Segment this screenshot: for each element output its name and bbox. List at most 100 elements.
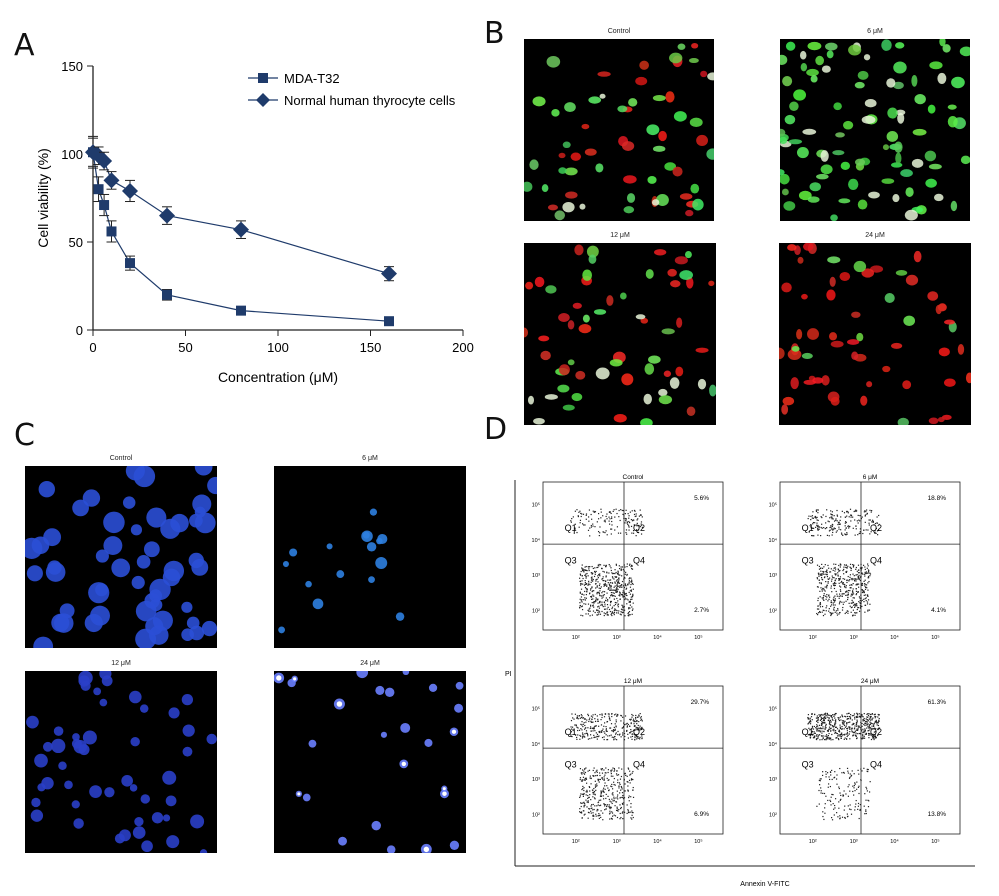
event-dot bbox=[617, 571, 619, 573]
nucleus bbox=[181, 601, 193, 613]
event-dot bbox=[611, 713, 613, 715]
nucleus bbox=[132, 826, 146, 839]
cell bbox=[942, 44, 951, 53]
event-dot bbox=[821, 724, 823, 726]
cell bbox=[827, 256, 841, 264]
event-dot bbox=[594, 713, 596, 716]
event-dot bbox=[828, 610, 830, 612]
event-dot bbox=[856, 520, 858, 522]
event-dot bbox=[828, 535, 830, 537]
cell bbox=[791, 345, 800, 352]
event-dot bbox=[830, 600, 832, 602]
event-dot bbox=[624, 723, 626, 726]
event-dot bbox=[865, 809, 867, 811]
event-dot bbox=[830, 513, 832, 515]
event-dot bbox=[850, 569, 852, 572]
cell bbox=[787, 244, 797, 251]
event-dot bbox=[836, 593, 838, 595]
cell bbox=[547, 204, 558, 211]
event-dot bbox=[605, 725, 607, 728]
event-dot bbox=[866, 594, 869, 596]
event-dot bbox=[629, 604, 631, 606]
event-dot bbox=[814, 522, 816, 524]
event-dot bbox=[868, 734, 870, 736]
event-dot bbox=[638, 515, 640, 517]
event-dot bbox=[591, 718, 593, 720]
event-dot bbox=[626, 574, 628, 576]
event-dot bbox=[596, 578, 598, 580]
event-dot bbox=[614, 728, 616, 730]
event-dot bbox=[833, 596, 835, 598]
cell bbox=[665, 91, 675, 103]
event-dot bbox=[637, 716, 639, 718]
event-dot bbox=[595, 815, 597, 817]
event-dot bbox=[823, 818, 825, 821]
event-dot bbox=[826, 605, 828, 607]
event-dot bbox=[834, 725, 836, 727]
event-dot bbox=[599, 590, 601, 592]
event-dot bbox=[607, 598, 609, 601]
event-dot bbox=[849, 514, 852, 516]
event-dot bbox=[586, 719, 588, 721]
event-dot bbox=[600, 791, 602, 793]
event-dot bbox=[583, 792, 585, 795]
event-dot bbox=[601, 592, 603, 594]
nucleus bbox=[278, 626, 286, 634]
event-dot bbox=[580, 802, 582, 804]
event-dot bbox=[855, 716, 858, 719]
cell bbox=[623, 175, 637, 184]
cell bbox=[557, 384, 570, 393]
event-dot bbox=[615, 591, 617, 593]
event-dot bbox=[605, 565, 607, 568]
event-dot bbox=[820, 583, 823, 585]
event-dot bbox=[868, 522, 870, 524]
nucleus bbox=[30, 809, 44, 822]
event-dot bbox=[839, 818, 841, 820]
cell bbox=[582, 314, 590, 323]
event-dot bbox=[634, 729, 636, 731]
event-dot bbox=[873, 731, 875, 733]
event-dot bbox=[817, 528, 819, 530]
event-dot bbox=[590, 807, 592, 810]
event-dot bbox=[581, 773, 583, 775]
event-dot bbox=[835, 732, 838, 734]
event-dot bbox=[581, 568, 583, 570]
event-dot bbox=[587, 727, 589, 729]
event-dot bbox=[839, 735, 842, 737]
cell bbox=[679, 270, 694, 280]
event-dot bbox=[833, 777, 835, 779]
event-dot bbox=[592, 796, 594, 798]
event-dot bbox=[849, 508, 852, 510]
event-dot bbox=[579, 574, 582, 576]
event-dot bbox=[583, 801, 585, 803]
event-dot bbox=[856, 715, 858, 717]
event-dot bbox=[604, 580, 607, 583]
event-dot bbox=[811, 725, 814, 728]
event-dot bbox=[610, 613, 612, 616]
event-dot bbox=[621, 802, 624, 805]
event-dot bbox=[828, 732, 830, 735]
y-tick-label: 100 bbox=[61, 147, 83, 162]
event-dot bbox=[602, 790, 604, 792]
event-dot bbox=[824, 812, 826, 814]
event-dot bbox=[587, 735, 589, 737]
event-dot bbox=[848, 580, 850, 582]
event-dot bbox=[842, 593, 844, 595]
event-dot bbox=[617, 810, 619, 812]
quadrant-label-Q2: Q2 bbox=[870, 727, 882, 737]
event-dot bbox=[872, 737, 874, 739]
event-dot bbox=[594, 780, 596, 782]
event-dot bbox=[573, 532, 575, 534]
event-dot bbox=[608, 572, 610, 574]
event-dot bbox=[622, 592, 624, 594]
event-dot bbox=[832, 729, 834, 731]
event-dot bbox=[579, 519, 582, 521]
event-dot bbox=[619, 613, 621, 615]
event-dot bbox=[597, 518, 600, 520]
event-dot bbox=[620, 568, 623, 570]
event-dot bbox=[854, 603, 857, 605]
event-dot bbox=[594, 772, 596, 774]
event-dot bbox=[841, 580, 843, 583]
event-dot bbox=[581, 593, 583, 595]
event-dot bbox=[833, 583, 835, 585]
